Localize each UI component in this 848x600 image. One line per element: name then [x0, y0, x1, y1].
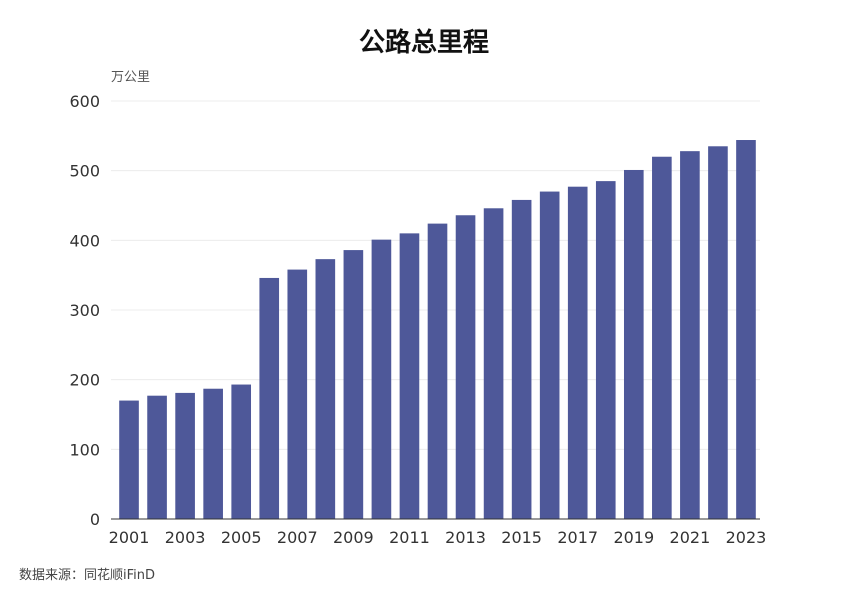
- x-tick-label: 2023: [726, 528, 767, 547]
- bar-2013: [455, 215, 476, 519]
- y-tick-label: 0: [90, 510, 100, 529]
- bar-2005: [231, 384, 252, 519]
- y-tick-label: 100: [69, 440, 100, 459]
- x-tick-label: 2015: [501, 528, 542, 547]
- y-axis-unit-label: 万公里: [111, 70, 151, 85]
- bar-2001: [119, 400, 139, 519]
- bar-2023: [736, 140, 756, 519]
- y-tick-label: 600: [69, 92, 100, 111]
- bar-2017: [567, 186, 588, 519]
- x-tick-label: 2001: [109, 528, 150, 547]
- bar-2008: [315, 259, 336, 519]
- bar-2003: [175, 392, 195, 519]
- bars: [119, 140, 756, 520]
- x-tick-label: 2019: [613, 528, 654, 547]
- y-tick-label: 300: [69, 301, 100, 320]
- chart-title: 公路总里程: [358, 28, 489, 58]
- bar-2007: [287, 269, 308, 519]
- bar-2022: [708, 146, 728, 520]
- bar-2021: [680, 151, 700, 519]
- x-tick-label: 2011: [389, 528, 430, 547]
- bar-2004: [203, 388, 223, 519]
- bar-2020: [652, 156, 672, 519]
- bar-2018: [595, 181, 616, 519]
- data-source-note: 数据来源：同花顺iFinD: [19, 568, 156, 583]
- x-tick-label: 2003: [165, 528, 206, 547]
- bar-2006: [259, 277, 280, 519]
- x-tick-label: 2009: [333, 528, 374, 547]
- x-axis-ticks: 2001 2003 2005 2007 2009 2011 2013 2015 2017 2019…: [109, 528, 767, 547]
- bar-2019: [623, 169, 644, 519]
- bar-2012: [427, 223, 448, 519]
- bar-2014: [483, 208, 504, 519]
- y-tick-label: 200: [69, 371, 100, 390]
- x-tick-label: 2013: [445, 528, 486, 547]
- bar-2016: [539, 191, 560, 520]
- y-axis-ticks: 0 100 200 300 400 500 600: [69, 92, 100, 529]
- bar-2002: [147, 395, 167, 519]
- bar-2010: [371, 239, 392, 520]
- bar-2015: [511, 199, 532, 519]
- bar-2011: [399, 233, 420, 519]
- x-tick-label: 2005: [221, 528, 262, 547]
- x-tick-label: 2017: [557, 528, 598, 547]
- y-tick-label: 500: [69, 162, 100, 181]
- x-tick-label: 2007: [277, 528, 318, 547]
- bar-2009: [343, 250, 364, 519]
- y-tick-label: 400: [69, 231, 100, 250]
- x-tick-label: 2021: [670, 528, 711, 547]
